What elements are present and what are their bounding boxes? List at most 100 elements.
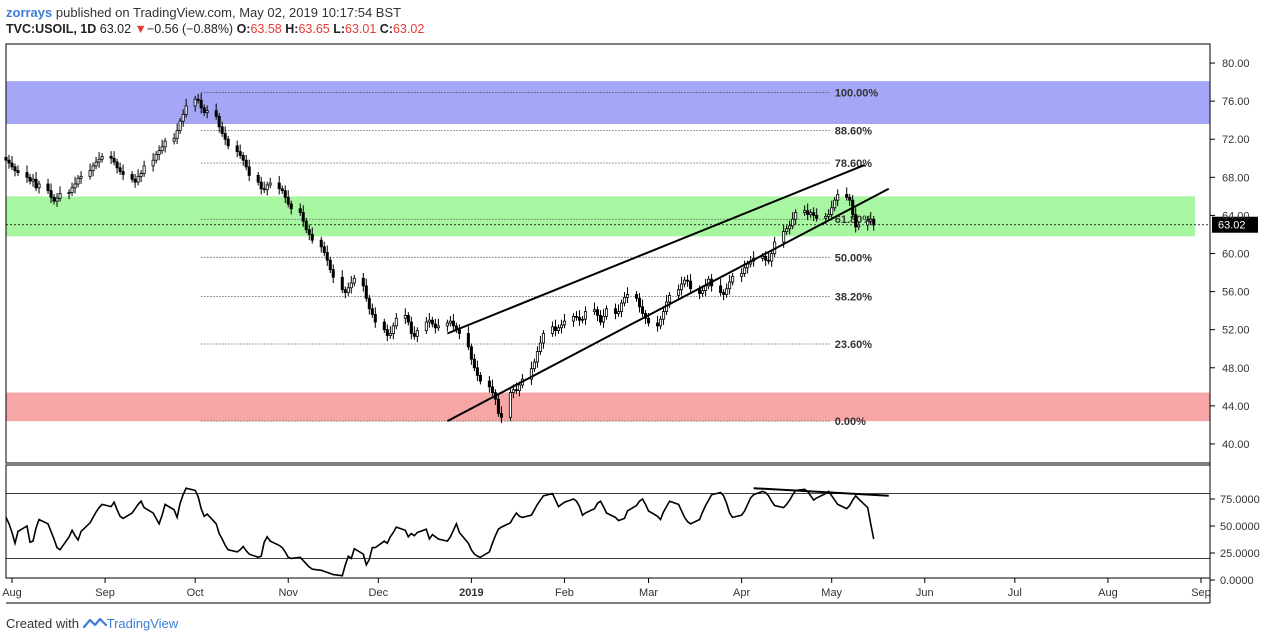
candle-body <box>367 297 371 310</box>
tradingview-logo-icon <box>82 617 107 629</box>
candle-body <box>436 325 440 329</box>
x-tick-label: Feb <box>555 587 574 599</box>
price-change: −0.56 (−0.88%) <box>146 22 234 36</box>
candle-body <box>109 155 113 159</box>
channel-lines <box>446 164 890 422</box>
rsi-y-tick-label: 0.0000 <box>1220 575 1254 587</box>
rsi-y-tick-label: 25.0000 <box>1220 548 1260 560</box>
candle-body <box>409 321 413 334</box>
candle-body <box>686 279 690 282</box>
symbol-legend: TVC:USOIL, 1D 63.02 ▼−0.56 (−0.88%) O:63… <box>6 22 424 36</box>
candle-body <box>511 389 515 393</box>
candle-body <box>433 323 437 329</box>
candle-body <box>199 99 203 109</box>
candle-body <box>364 285 368 299</box>
candle-body <box>28 176 32 182</box>
candle-body <box>193 98 197 107</box>
candle-body <box>595 309 600 316</box>
last-price-label: 63.02 <box>1218 220 1246 232</box>
candle-body <box>349 282 353 289</box>
symbol-name[interactable]: TVC:USOIL, 1D <box>6 22 97 36</box>
candle-body <box>238 151 242 156</box>
y-tick-label: 60.00 <box>1222 249 1250 261</box>
candle-body <box>731 275 735 283</box>
candle-body <box>130 174 134 180</box>
x-tick-label: Jul <box>1008 587 1022 599</box>
y-tick-label: 48.00 <box>1222 363 1250 375</box>
candle-body <box>121 171 125 175</box>
candle-body <box>430 319 434 325</box>
chart-frame <box>5 43 1211 604</box>
candle-body <box>244 159 248 168</box>
candle-body <box>325 252 329 261</box>
candle-body <box>788 225 792 230</box>
candle-body <box>571 315 575 322</box>
rsi-y-tick-label: 75.0000 <box>1220 494 1260 506</box>
candle-body <box>7 159 11 164</box>
candle-body <box>370 308 374 315</box>
candle-body <box>25 172 29 178</box>
channel-line <box>446 164 866 335</box>
candle-body <box>178 120 182 132</box>
rsi-y-tick-label: 50.0000 <box>1220 521 1260 533</box>
candle-body <box>67 192 71 194</box>
candle-body <box>157 150 161 155</box>
candle-body <box>815 215 819 219</box>
candle-body <box>538 342 542 352</box>
candle-body <box>196 98 200 101</box>
fib-label: 88.60% <box>835 126 873 138</box>
fib-label: 61.80% <box>835 214 873 226</box>
candle-body <box>854 214 858 228</box>
candle-body <box>577 316 582 321</box>
candle-body <box>764 255 768 261</box>
candle-body <box>592 309 597 312</box>
candle-body <box>806 210 810 215</box>
candle-body <box>340 276 344 291</box>
candle-body <box>100 155 104 160</box>
candle-body <box>346 287 350 293</box>
candle-body <box>845 194 849 198</box>
y-tick-label: 44.00 <box>1222 401 1250 413</box>
candle-body <box>301 212 305 222</box>
candle-body <box>478 374 482 382</box>
candle-body <box>872 218 876 226</box>
x-tick-label: Aug <box>2 587 22 599</box>
candle-body <box>76 177 80 185</box>
candle-body <box>638 297 642 308</box>
candle-body <box>205 110 209 113</box>
x-tick-label: Sep <box>1191 587 1211 599</box>
rsi-pane <box>5 487 1210 577</box>
zone-mid <box>6 196 1195 237</box>
candle-body <box>701 290 705 294</box>
open-value: 63.58 <box>250 22 282 36</box>
candle-body <box>247 166 251 176</box>
y-tick-label: 40.00 <box>1222 439 1250 451</box>
candle-body <box>601 315 606 323</box>
candle-body <box>175 130 179 139</box>
rsi-line <box>5 487 875 577</box>
publish-info: zorrays published on TradingView.com, Ma… <box>6 5 401 20</box>
candle-body <box>241 155 245 161</box>
candle-body <box>659 318 663 327</box>
candle-body <box>382 321 386 331</box>
tradingview-brand[interactable]: TradingView <box>106 616 179 631</box>
candle-body <box>385 329 389 336</box>
candle-body <box>824 215 828 219</box>
candle-body <box>791 218 795 227</box>
candle-body <box>448 320 452 324</box>
candle-body <box>181 114 185 122</box>
zone-resistance <box>6 81 1210 124</box>
candle-body <box>535 351 539 363</box>
author-name[interactable]: zorrays <box>6 5 53 20</box>
candle-body <box>319 239 323 248</box>
x-tick-label: Apr <box>733 587 750 599</box>
candle-body <box>55 197 59 202</box>
candle-body <box>79 175 83 179</box>
candle-body <box>58 193 62 199</box>
candle-body <box>472 358 476 369</box>
candle-body <box>118 167 122 173</box>
x-tick-label: Mar <box>639 587 658 599</box>
created-with-text: Created with <box>6 616 79 631</box>
candle-body <box>445 322 449 327</box>
